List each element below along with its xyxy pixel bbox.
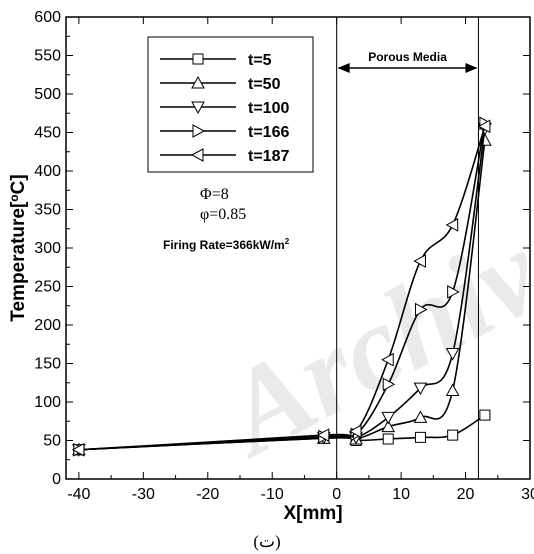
- y-tick-label: 200: [34, 317, 61, 334]
- data-point-marker: [447, 285, 460, 299]
- data-point-marker: [192, 53, 204, 65]
- porous-media-label: Porous Media: [368, 50, 447, 64]
- data-point-marker: [414, 302, 428, 317]
- annotation-firing-rate: Firing Rate=366kW/m2: [163, 237, 290, 252]
- data-point-marker: [381, 352, 394, 367]
- legend-label: t=50: [248, 76, 281, 93]
- x-tick-label: 30: [521, 486, 534, 503]
- y-tick-label: 0: [52, 471, 61, 488]
- region-arrow-right: [465, 63, 478, 73]
- porous-media-boundaries: [336, 17, 479, 479]
- legend-item: t=187: [160, 148, 289, 165]
- data-point-marker: [445, 383, 460, 396]
- y-tick-label: 350: [34, 202, 61, 219]
- x-tick-label: -10: [261, 486, 284, 503]
- x-tick-label: -40: [67, 486, 90, 503]
- data-point-marker: [190, 148, 204, 162]
- data-point-marker: [348, 424, 362, 439]
- watermark-text: Archive: [198, 180, 534, 482]
- data-point-marker: [477, 119, 491, 134]
- data-point-marker: [71, 442, 85, 457]
- legend-label: t=166: [248, 124, 289, 141]
- figure-caption: (ت): [253, 532, 280, 551]
- y-tick-label: 400: [34, 163, 61, 180]
- y-tick-label: 300: [34, 240, 61, 257]
- x-tick-label: 10: [392, 486, 410, 503]
- firing-rate-text: Firing Rate=366kW/m: [163, 238, 285, 252]
- firing-rate-superscript: 2: [285, 237, 290, 246]
- data-point-marker: [381, 419, 396, 433]
- x-tick-label: 20: [457, 486, 475, 503]
- x-tick-label: -30: [132, 486, 155, 503]
- region-arrow-left: [337, 63, 350, 73]
- x-tick-label: 0: [332, 486, 341, 503]
- legend-item: t=100: [160, 100, 289, 117]
- legend-label: t=5: [248, 52, 272, 69]
- y-tick-label: 500: [34, 86, 61, 103]
- data-point-marker: [414, 431, 426, 443]
- y-tick-label: 600: [34, 9, 61, 26]
- watermark: Archive: [198, 180, 534, 482]
- y-tick-label: 250: [34, 279, 61, 296]
- x-axis-title: X[mm]: [283, 503, 342, 524]
- data-point-marker: [382, 433, 394, 445]
- x-tick-label: -20: [196, 486, 219, 503]
- y-tick-label: 450: [34, 125, 61, 142]
- legend-label: t=187: [248, 148, 289, 165]
- legend-item: t=5: [160, 52, 272, 69]
- y-tick-label: 150: [34, 356, 61, 373]
- data-point-marker: [413, 382, 428, 396]
- y-tick-label: 50: [43, 433, 61, 450]
- legend-label: t=100: [248, 100, 289, 117]
- data-point-marker: [413, 254, 426, 268]
- legend-item: t=166: [160, 124, 289, 141]
- data-point-marker: [191, 101, 205, 115]
- data-point-marker: [191, 75, 205, 89]
- annotations: Φ=8 φ=0.85 Firing Rate=366kW/m2: [163, 186, 290, 252]
- data-point-marker: [382, 377, 396, 392]
- series-layer: [71, 116, 492, 457]
- annotation-phi-lower: φ=0.85: [200, 206, 246, 223]
- x-axis-ticks: -40 -30 -20 -10 0 10 20 30: [67, 17, 534, 503]
- data-point-marker: [192, 124, 206, 138]
- legend: t=5 t=50 t=100 t=166 t=187: [147, 36, 314, 173]
- legend-item: t=50: [160, 75, 281, 93]
- y-axis-ticks: 0 50 100 150 200 250 300 350 400 450 500 550 600: [34, 9, 530, 488]
- y-tick-label: 100: [34, 394, 61, 411]
- data-point-marker: [381, 411, 396, 425]
- y-tick-label: 550: [34, 48, 61, 65]
- series-t-187: [71, 119, 491, 457]
- y-axis-title: Temperature[oC]: [7, 174, 29, 321]
- porous-media-region: Porous Media: [337, 50, 478, 73]
- annotation-phi-upper: Φ=8: [200, 186, 229, 203]
- data-point-marker: [479, 409, 491, 421]
- data-point-marker: [445, 347, 460, 361]
- data-point-marker: [316, 428, 330, 442]
- data-point-marker: [445, 218, 459, 232]
- data-point-marker: [413, 410, 428, 423]
- data-point-marker: [447, 429, 459, 441]
